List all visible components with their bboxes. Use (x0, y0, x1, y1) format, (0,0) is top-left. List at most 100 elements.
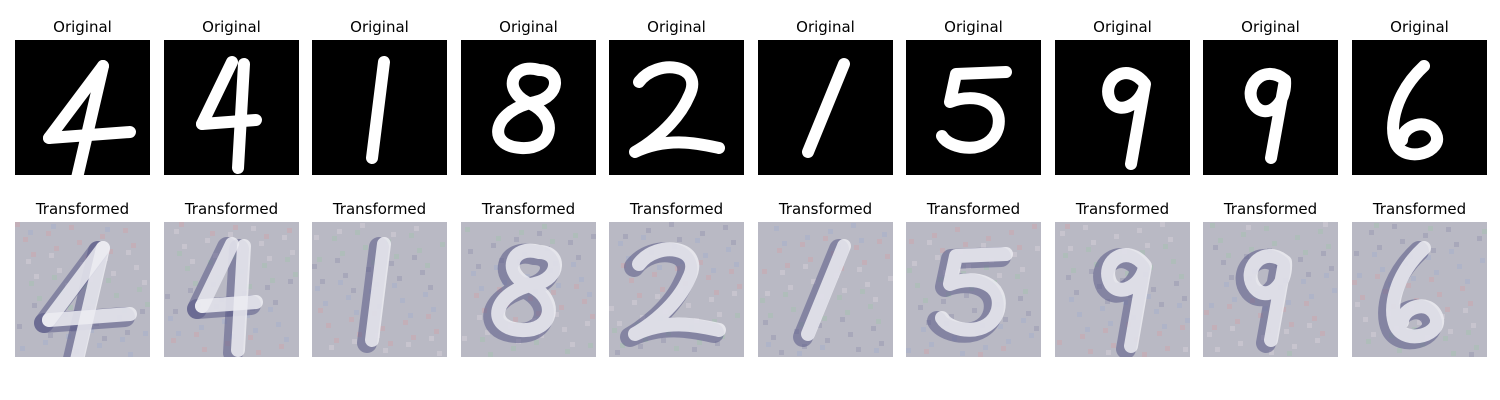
noise-pixel (480, 337, 485, 342)
noise-pixel (137, 287, 142, 292)
noise-pixel (1417, 320, 1422, 325)
noise-pixel (1238, 341, 1243, 346)
noise-pixel (1431, 248, 1436, 253)
noise-pixel (1165, 346, 1170, 351)
noise-pixel (1321, 251, 1326, 256)
noise-pixel (462, 336, 467, 341)
digit-stroke (195, 295, 263, 313)
noise-pixel (638, 344, 643, 349)
noise-pixel (1315, 338, 1320, 343)
noise-pixel (288, 279, 293, 284)
noise-pixel (334, 338, 339, 343)
noise-pixel (588, 343, 593, 348)
noise-pixel (388, 341, 393, 346)
transformed-title: Transformed (1372, 200, 1467, 218)
noise-pixel (571, 262, 576, 267)
noise-pixel (808, 257, 813, 262)
noise-pixel (140, 309, 145, 314)
noise-pixel (731, 240, 736, 245)
noise-pixel (1428, 226, 1433, 231)
noise-pixel (256, 350, 261, 355)
noise-pixel (1357, 273, 1362, 278)
original-title: Original (647, 18, 706, 36)
noise-pixel (655, 294, 660, 299)
noise-pixel (660, 287, 665, 292)
noise-pixel (780, 270, 785, 275)
noise-pixel (1326, 244, 1331, 249)
noise-pixel (828, 229, 833, 234)
noise-pixel (955, 227, 960, 232)
noise-pixel (176, 331, 181, 336)
noise-pixel (190, 259, 195, 264)
noise-pixel (202, 347, 207, 352)
noise-pixel (629, 278, 634, 283)
noise-pixel (318, 308, 323, 313)
noise-pixel (205, 238, 210, 243)
noise-pixel (329, 345, 334, 350)
noise-pixel (723, 225, 728, 230)
noise-pixel (1360, 295, 1365, 300)
original-digit-image (1352, 40, 1487, 175)
noise-pixel (837, 295, 842, 300)
noise-pixel (1086, 247, 1091, 252)
noise-pixel (1301, 279, 1306, 284)
digit-stroke (491, 243, 562, 337)
noise-pixel (340, 251, 345, 256)
noise-pixel (542, 224, 547, 229)
noise-pixel (582, 299, 587, 304)
noise-pixel (534, 340, 539, 345)
noise-pixel (349, 317, 354, 322)
noise-pixel (623, 234, 628, 239)
noise-pixel (559, 305, 564, 310)
noise-pixel (1077, 312, 1082, 317)
noise-pixel (1026, 311, 1031, 316)
noise-pixel (1272, 241, 1277, 246)
noise-pixel (468, 249, 473, 254)
noise-pixel (854, 245, 859, 250)
noise-pixel (1174, 281, 1179, 286)
noise-pixel (477, 315, 482, 320)
noise-pixel (1212, 325, 1217, 330)
noise-pixel (1157, 331, 1162, 336)
noise-pixel (703, 253, 708, 258)
noise-pixel (820, 345, 825, 350)
noise-pixel (323, 301, 328, 306)
noise-pixel (825, 338, 830, 343)
noise-pixel (312, 264, 317, 269)
noise-pixel (1482, 229, 1487, 234)
noise-pixel (840, 317, 845, 322)
noise-pixel (264, 234, 269, 239)
noise-pixel (332, 236, 337, 241)
noise-pixel (1295, 235, 1300, 240)
noise-pixel (800, 242, 805, 247)
noise-pixel (932, 233, 937, 238)
noise-pixel (49, 253, 54, 258)
transformed-digit-image (906, 222, 1041, 357)
noise-pixel (1108, 321, 1113, 326)
noise-pixel (1003, 317, 1008, 322)
noise-pixel (652, 272, 657, 277)
noise-pixel (1018, 296, 1023, 301)
noise-pixel (315, 286, 320, 291)
digit-stroke (1387, 60, 1443, 161)
noise-pixel (1074, 290, 1079, 295)
noise-pixel (1035, 246, 1040, 251)
noise-pixel (661, 338, 666, 343)
transformed-digit-image (15, 222, 150, 357)
noise-pixel (568, 240, 573, 245)
noise-pixel (1284, 329, 1289, 334)
original-digit-image (758, 40, 893, 175)
noise-pixel (1185, 318, 1190, 323)
transformed-title: Transformed (778, 200, 873, 218)
noise-pixel (57, 268, 62, 273)
noise-pixel (406, 342, 411, 347)
noise-pixel (363, 245, 368, 250)
transformed-title: Transformed (184, 200, 279, 218)
noise-pixel (791, 307, 796, 312)
noise-pixel (126, 250, 131, 255)
noise-pixel (620, 343, 625, 348)
noise-pixel (960, 351, 965, 356)
noise-pixel (972, 308, 977, 313)
noise-pixel (412, 255, 417, 260)
noise-pixel (873, 297, 878, 302)
